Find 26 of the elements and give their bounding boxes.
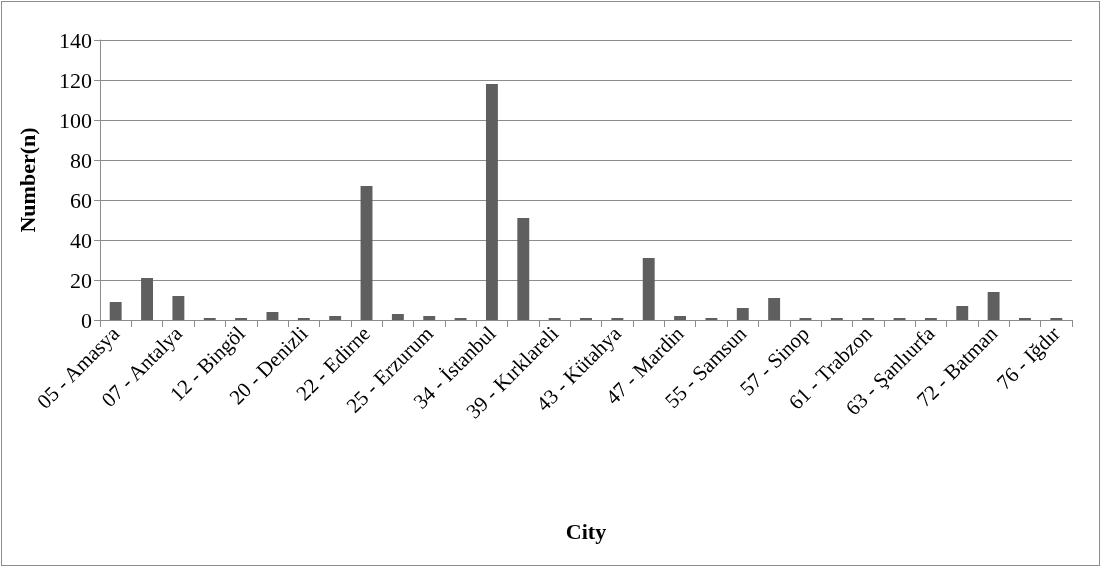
bar	[360, 186, 373, 320]
bar	[109, 302, 122, 320]
bar	[517, 218, 530, 320]
bar	[674, 316, 687, 320]
y-axis-title: Number(n)	[14, 127, 40, 233]
y-tick-label: 140	[59, 27, 92, 53]
y-tick-label: 120	[59, 67, 92, 93]
bar	[172, 296, 185, 320]
bar	[329, 316, 342, 320]
y-tick-label: 60	[70, 187, 92, 213]
y-tick-label: 100	[59, 107, 92, 133]
bar	[987, 292, 1000, 320]
y-tick-label: 40	[70, 227, 92, 253]
bar	[736, 308, 749, 320]
bar	[642, 258, 655, 320]
bar	[266, 312, 279, 320]
y-tick-label: 0	[81, 307, 92, 333]
bar	[485, 84, 498, 320]
bar	[391, 314, 404, 320]
y-tick-label: 20	[70, 267, 92, 293]
y-tick-label: 80	[70, 147, 92, 173]
x-axis-title: City	[565, 518, 607, 544]
bar	[423, 316, 436, 320]
bar	[141, 278, 153, 320]
bar	[768, 298, 781, 320]
bar	[956, 306, 969, 320]
